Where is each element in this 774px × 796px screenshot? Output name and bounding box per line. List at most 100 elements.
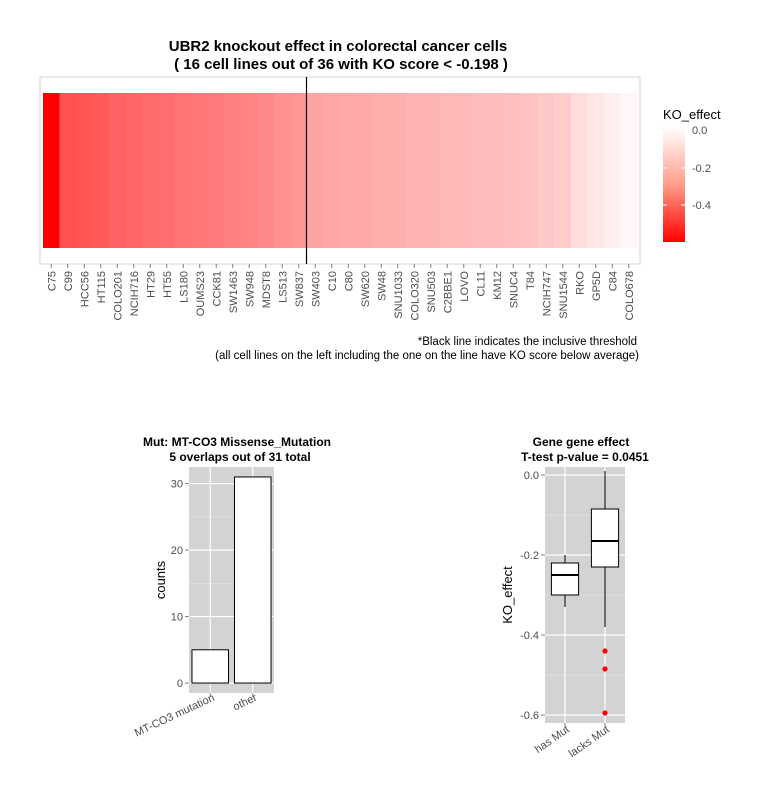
heatmap-cell (505, 93, 522, 248)
heatmap-x-tick-label: SNUC4 (508, 271, 520, 308)
heatmap-x-tick-label: HT115 (96, 271, 108, 303)
heatmap-cell (521, 93, 539, 248)
heatmap-panel: UBR2 knockout effect in colorectal cance… (39, 38, 721, 362)
box-x-tick-label: lacks Mut (567, 724, 612, 760)
box-title: Gene gene effect (533, 435, 630, 449)
heatmap-x-tick-label: LS513 (277, 271, 289, 303)
heatmap-x-tick-label: CCK81 (211, 271, 223, 306)
box-y-tick-label: 0.0 (524, 470, 539, 482)
heatmap-cell (488, 93, 506, 248)
heatmap-x-tick-label: HT55 (162, 271, 174, 298)
heatmap-cell (290, 93, 308, 248)
threshold-note: *Black line indicates the inclusive thre… (418, 336, 637, 348)
heatmap-x-tick-label: C75 (46, 271, 58, 291)
heatmap-x-tick-label: SW837 (294, 271, 306, 307)
heatmap-cell (554, 93, 572, 248)
heatmap-cell (439, 93, 456, 248)
heatmap-title: UBR2 knockout effect in colorectal cance… (169, 38, 507, 55)
heatmap-x-tick-label: HT29 (145, 271, 157, 298)
box-outlier-point (602, 648, 608, 654)
heatmap-cell (538, 93, 555, 248)
bar (233, 476, 272, 684)
heatmap-x-tick-label: LS180 (178, 271, 190, 303)
heatmap-cell (257, 93, 275, 248)
heatmap-cell (224, 93, 242, 248)
heatmap-cell (109, 93, 126, 248)
heatmap-cell (620, 93, 638, 248)
heatmap-x-tick-label: HCC56 (79, 271, 91, 307)
bar-marks (191, 476, 272, 684)
bar-x-tick-label: MT-CO3 mutation (133, 692, 217, 740)
heatmap-x-tick-label: SW1463 (228, 271, 240, 313)
box-body (590, 508, 620, 568)
box-marks (550, 471, 620, 716)
heatmap-x-tick-label: MDST8 (261, 271, 273, 308)
box-outlier-point (602, 666, 608, 672)
box-x-tick-label: has Mut (533, 724, 572, 756)
heatmap-x-tick-label: OUMS23 (195, 271, 207, 316)
bar-y-tick-label: 0 (177, 678, 183, 690)
box-y-tick-label: -0.4 (520, 630, 539, 642)
heatmap-cell (208, 93, 225, 248)
heatmap-x-tick-label: KM12 (492, 271, 504, 300)
heatmap-cell (125, 93, 143, 248)
heatmap-x-tick-label: C10 (327, 271, 339, 291)
heatmap-x-tick-label: NCIH716 (129, 271, 141, 316)
heatmap-x-tick-label: COLO320 (409, 271, 421, 321)
heatmap-cell (92, 93, 110, 248)
heatmap-x-tick-label: C84 (607, 271, 619, 291)
heatmap-x-tick-label: RKO (574, 271, 586, 295)
threshold-note-detail: (all cell lines on the left including th… (215, 350, 639, 362)
heatmap-x-tick-label: LOVO (459, 271, 471, 302)
bar-y-axis-title: counts (153, 560, 168, 599)
heatmap-x-tick-label: CL11 (475, 271, 487, 296)
heatmap-x-tick-label: NCIH747 (541, 271, 553, 316)
box-subtitle: T-test p-value = 0.0451 (521, 450, 649, 464)
bar-x-ticks: MT-CO3 mutation other (133, 692, 260, 740)
bar-y-tick-label: 30 (171, 479, 183, 491)
heatmap-x-tick-label: COLO678 (624, 271, 636, 321)
heatmap-cell (373, 93, 390, 248)
box-outlier-point (602, 710, 608, 716)
heatmap-cell (158, 93, 176, 248)
heatmap-x-tick-label: C80 (343, 271, 355, 291)
heatmap-x-tick-label: SW403 (310, 271, 322, 307)
box-panel: Gene gene effect T-test p-value = 0.0451… (500, 435, 649, 760)
bar-y-ticks: 0 10 20 30 (171, 479, 189, 690)
legend-label: -0.4 (692, 200, 711, 212)
heatmap-x-tick-label: COLO201 (112, 271, 124, 321)
heatmap-x-tick-label: SNU1544 (558, 271, 570, 319)
heatmap-x-tick-label: SW948 (244, 271, 256, 307)
heatmap-cell (356, 93, 374, 248)
heatmap-cell (422, 93, 440, 248)
heatmap-x-tick-label: SW48 (376, 271, 388, 301)
heatmap-cell (472, 93, 489, 248)
heatmap-cell (241, 93, 258, 248)
heatmap-x-tick-label: T84 (525, 271, 537, 290)
heatmap-cell (43, 93, 60, 248)
heatmap-cell (587, 93, 605, 248)
heatmap-x-tick-label: SNU1033 (393, 271, 405, 319)
legend-label: -0.2 (692, 163, 711, 175)
legend-colorbar (663, 127, 685, 242)
heatmap-cell (340, 93, 357, 248)
heatmap-x-tick-label: SW620 (360, 271, 372, 307)
heatmap-x-ticks: C75 C99 HCC56 HT115 COLO201 NCIH716 HT29 HT55 LS… (46, 264, 636, 321)
heatmap-cell (571, 93, 588, 248)
box-y-tick-label: -0.6 (520, 710, 539, 722)
bar-subtitle: 5 overlaps out of 31 total (169, 450, 310, 464)
heatmap-cell (604, 93, 621, 248)
heatmap-cell (455, 93, 473, 248)
heatmap-x-tick-label: SNU503 (426, 271, 438, 313)
bar-panel: Mut: MT-CO3 Missense_Mutation 5 overlaps… (133, 435, 331, 739)
heatmap-cell (389, 93, 407, 248)
heatmap-subtitle: ( 16 cell lines out of 36 with KO score … (174, 56, 508, 73)
heatmap-cell (175, 93, 192, 248)
heatmap-cell (323, 93, 341, 248)
box-y-tick-label: -0.2 (520, 550, 539, 562)
box-body (550, 562, 580, 596)
heatmap-cell (307, 93, 324, 248)
legend-label: 0.0 (692, 125, 707, 137)
